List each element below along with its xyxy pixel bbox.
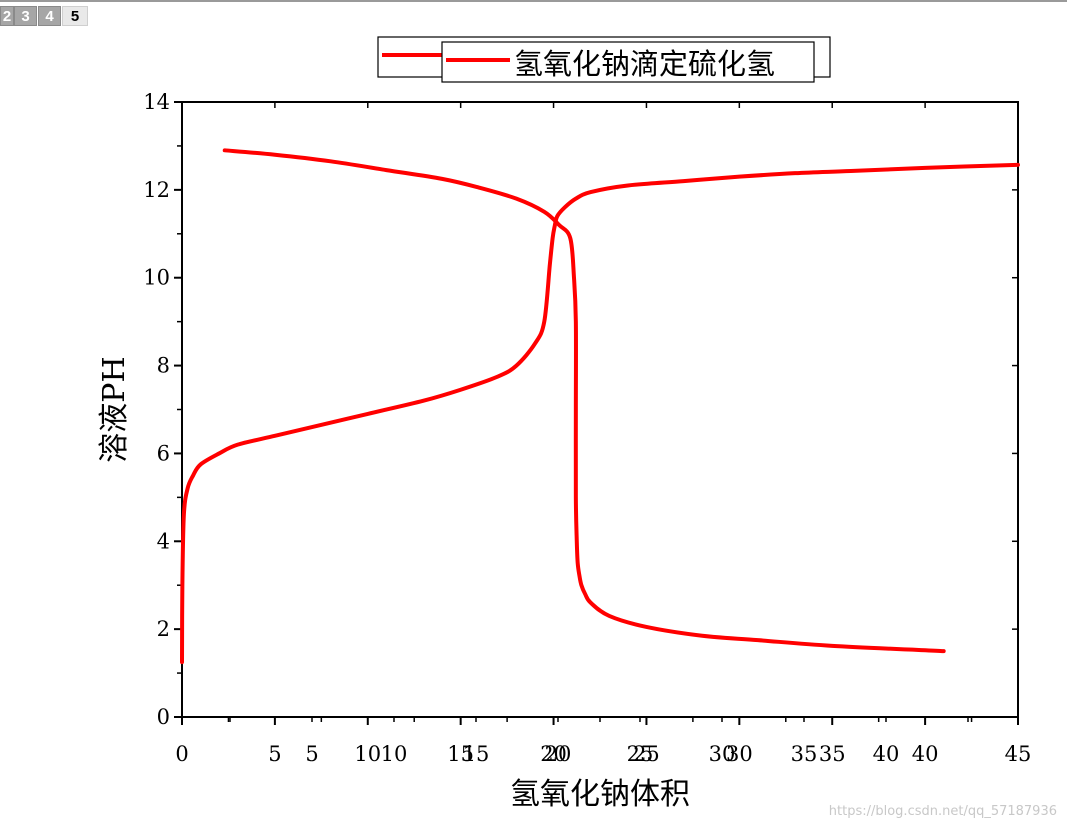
x-tick-label: 20 bbox=[540, 742, 567, 766]
y-tick-label: 4 bbox=[157, 529, 170, 553]
y-tick-label: 0 bbox=[157, 705, 170, 729]
page-tab-5[interactable]: 5 bbox=[62, 6, 88, 26]
x-overlay-tick-label: 5 bbox=[305, 742, 318, 766]
x-tick-label: 40 bbox=[912, 742, 939, 766]
x-tick-label: 45 bbox=[1005, 742, 1032, 766]
x-overlay-tick-label: 30 bbox=[709, 742, 736, 766]
x-tick-label: 10 bbox=[354, 742, 381, 766]
plot-frame bbox=[181, 101, 1019, 718]
x-tick-label: 5 bbox=[268, 742, 281, 766]
x-tick-label: 25 bbox=[633, 742, 660, 766]
y-tick-label: 8 bbox=[157, 354, 170, 378]
x-overlay-tick-label: 25 bbox=[627, 742, 654, 766]
page-tab-4[interactable]: 4 bbox=[38, 6, 61, 26]
series-line-1 bbox=[180, 162, 1020, 665]
watermark-text: https://blog.csdn.net/qq_57187936 bbox=[828, 804, 1057, 819]
axes: 0 2 4 6 8 10 12 14 0 5 10 15 20 25 30 35 40 45 5 10 15 20 25 30… bbox=[143, 90, 1031, 766]
x-overlay-tick-label: 35 bbox=[791, 742, 818, 766]
y-tick-label: 14 bbox=[143, 90, 170, 114]
legend-label-2: 氢氧化钠滴定硫化氢 bbox=[514, 47, 775, 81]
series-lines bbox=[180, 148, 1020, 665]
y-tick-label: 2 bbox=[157, 617, 170, 641]
y-tick-label: 6 bbox=[157, 441, 170, 465]
y-tick-label: 10 bbox=[143, 266, 170, 290]
legend: 氢氧化钠滴定硫化氢氢氧化钠滴定硫化氢 bbox=[377, 36, 831, 83]
x-overlay-tick-label: 15 bbox=[463, 742, 490, 766]
y-tick-label: 12 bbox=[143, 178, 170, 202]
top-border-line bbox=[0, 0, 1067, 2]
x-axis-title: 氢氧化钠体积 bbox=[510, 777, 690, 812]
x-tick-label: 0 bbox=[175, 742, 188, 766]
x-overlay-tick-label: 20 bbox=[545, 742, 572, 766]
page-tab-2[interactable]: 2 bbox=[0, 6, 14, 26]
x-tick-label: 15 bbox=[447, 742, 474, 766]
y-axis-title: 溶液PH bbox=[97, 356, 132, 462]
series-line-2 bbox=[222, 148, 946, 654]
page-tab-bar: 2 3 4 5 bbox=[0, 0, 1067, 30]
x-overlay-tick-label: 10 bbox=[381, 742, 408, 766]
x-tick-label: 30 bbox=[726, 742, 753, 766]
x-tick-label: 35 bbox=[819, 742, 846, 766]
page-tab-3[interactable]: 3 bbox=[14, 6, 37, 26]
x-overlay-tick-label: 40 bbox=[873, 742, 900, 766]
